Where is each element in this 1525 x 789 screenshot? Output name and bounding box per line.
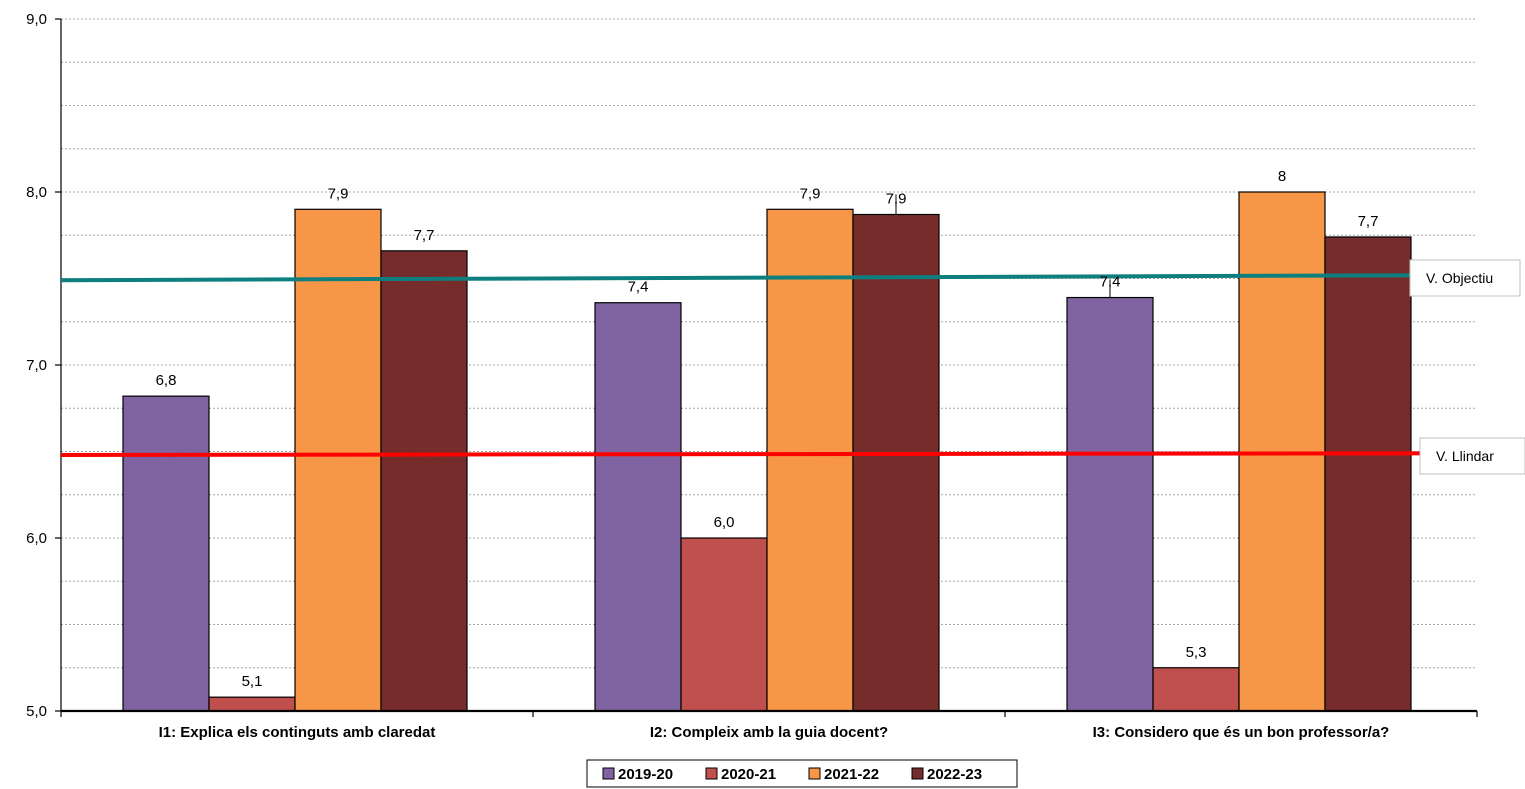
reference-line-label-box (1419, 437, 1525, 475)
bars (122, 191, 1412, 712)
reference-line-label: V. Objectiu (1426, 270, 1493, 286)
reference-line-objectiu (60, 273, 1478, 283)
bar-2020-21-1 (208, 696, 296, 712)
data-label: 6,8 (156, 372, 177, 389)
x-category-label: I1: Explica els continguts amb claredat (159, 724, 436, 741)
y-tick-label: 8,0 (26, 184, 47, 201)
data-label: 7,9 (800, 185, 821, 202)
legend-box (586, 759, 1018, 788)
reference-lines: V. Objectiu V. Llindar (60, 259, 1525, 475)
bar-2021-22-1 (294, 208, 382, 712)
bar-2019-20-3 (1066, 296, 1154, 712)
y-tick-label: 5,0 (26, 703, 47, 720)
data-label: 7,9 (328, 185, 349, 202)
legend-swatch (911, 767, 924, 780)
bar-2019-20-2 (594, 302, 682, 712)
data-label: 5,1 (242, 673, 263, 690)
bar-2020-21-2 (680, 537, 768, 712)
data-labels: 6,87,4 7,45,16,05,37,9 7,987,77,97,7 (156, 168, 1379, 690)
x-category-label: I3: Considero que és un bon professor/a? (1093, 724, 1390, 741)
data-label: 7,7 (1358, 213, 1379, 230)
data-label: 7,7 (414, 227, 435, 244)
data-label: 7,4 (628, 279, 649, 296)
bar-2022-23-1 (380, 250, 468, 712)
data-label: 5,3 (1186, 644, 1207, 661)
y-tick-label: 9,0 (26, 11, 47, 28)
legend-label: 2022-23 (927, 766, 982, 783)
axes: 5,0 6,0 7,0 8,0 9,0 I1: Explica els contingut… (26, 11, 1478, 741)
data-label: 6,0 (714, 514, 735, 531)
legend-label: 2021-22 (824, 766, 879, 783)
legend-label: 2020-21 (721, 766, 776, 783)
legend-swatch (602, 767, 615, 780)
data-label: 8 (1278, 168, 1286, 185)
reference-line-label-box (1409, 259, 1521, 297)
legend-swatch (808, 767, 821, 780)
legend-label: 2019-20 (618, 766, 673, 783)
reference-line-llindar (60, 451, 1478, 457)
legend: 2019-20 2020-21 2021-22 2022-23 (586, 759, 1018, 788)
legend-swatch (705, 767, 718, 780)
bar-2020-21-3 (1152, 667, 1240, 712)
y-tick-label: 7,0 (26, 357, 47, 374)
bar-2022-23-3 (1324, 236, 1412, 712)
bar-2021-22-2 (766, 208, 854, 712)
bar-2022-23-2 (852, 213, 940, 712)
y-tick-label: 6,0 (26, 530, 47, 547)
x-category-label: I2: Compleix amb la guia docent? (650, 724, 888, 741)
bar-2019-20-1 (122, 395, 210, 712)
reference-line-label: V. Llindar (1436, 448, 1494, 464)
